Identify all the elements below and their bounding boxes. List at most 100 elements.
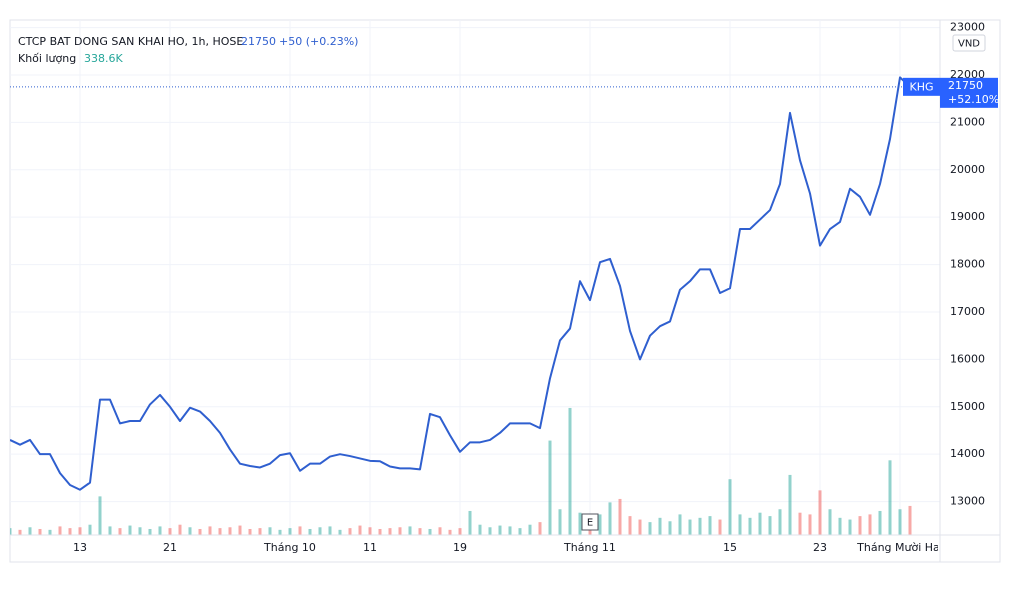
x-tick-label: 19 — [453, 541, 467, 554]
volume-bar — [338, 529, 342, 535]
price-tag: KHG 21750+52.10% — [903, 77, 999, 108]
volume-bar — [238, 525, 242, 535]
currency-box[interactable] — [952, 34, 986, 52]
volume-bar — [248, 528, 252, 535]
header-title: CTCP BAT DONG SAN KHAI HO, 1h, HOSE — [18, 35, 243, 48]
volume-bar — [188, 527, 192, 535]
price-line — [10, 76, 911, 491]
grid — [10, 20, 940, 535]
volume-bar — [378, 528, 382, 535]
volume-bar — [698, 517, 702, 535]
y-tick-label: 19000 — [950, 210, 985, 223]
time-axis: 13 21 Tháng 10 11 19 Tháng 11 15 23 Tháng Mười H… — [73, 541, 943, 554]
volume-bar — [658, 517, 662, 535]
volume-bar — [688, 519, 692, 535]
volume-bar — [908, 505, 912, 535]
volume-bar — [218, 528, 222, 535]
volume-bar — [428, 528, 432, 535]
volume-bar — [648, 522, 652, 535]
event-marker-label: E — [587, 518, 593, 529]
volume-bar — [678, 514, 682, 535]
volume-bar — [878, 510, 882, 535]
volume-value: 338.6K — [84, 52, 123, 65]
volume-bar — [468, 510, 472, 535]
volume-bar — [668, 521, 672, 535]
volume-bar — [418, 528, 422, 535]
volume-bar — [278, 529, 282, 535]
volume-bar — [258, 528, 262, 535]
volume-bar — [28, 527, 32, 535]
volume-bar — [18, 529, 22, 535]
x-tick-label: Tháng Mười Hai — [856, 541, 943, 554]
y-tick-label: 20000 — [950, 163, 985, 176]
symbol-tag-label: KHG — [909, 80, 933, 93]
volume-bar — [498, 525, 502, 535]
volume-bar — [708, 516, 712, 535]
volume-bar — [478, 524, 482, 535]
x-tick-label: 11 — [363, 541, 377, 554]
volume-bar — [888, 460, 892, 535]
volume-bar — [228, 527, 232, 535]
volume-bar — [10, 528, 12, 535]
header-price: 21750 — [241, 35, 276, 48]
x-tick-label: Tháng 11 — [563, 541, 616, 554]
volume-bar — [108, 526, 112, 535]
x-tick-label: 13 — [73, 541, 87, 554]
volume-bar — [718, 519, 722, 535]
volume-bar — [98, 496, 102, 535]
volume-bar — [528, 524, 532, 535]
volume-bar — [158, 526, 162, 535]
volume-bar — [758, 512, 762, 535]
volume-bar — [508, 526, 512, 535]
chart-frame — [9, 19, 1001, 563]
y-tick-label: 21000 — [950, 115, 985, 128]
volume-bar — [788, 474, 792, 535]
volume-bar — [598, 514, 602, 535]
symbol-tag — [903, 77, 940, 96]
volume-bar — [288, 528, 292, 535]
volume-bar — [168, 528, 172, 535]
price-tag-price: 21750 — [948, 79, 983, 92]
volume-bar — [268, 527, 272, 535]
volume-bar — [398, 527, 402, 535]
volume-bar — [138, 527, 142, 535]
volume-bar — [728, 479, 732, 535]
y-tick-label: 14000 — [950, 447, 985, 460]
y-tick-label: 23000 — [950, 21, 985, 34]
volume-bar — [388, 528, 392, 535]
volume-bar — [608, 502, 612, 535]
price-layer — [10, 76, 940, 491]
volume-bar — [448, 529, 452, 535]
volume-bar — [618, 498, 622, 535]
volume-bar — [88, 524, 92, 535]
volume-bar — [328, 526, 332, 535]
y-tick-label: 15000 — [950, 400, 985, 413]
volume-bar — [748, 517, 752, 535]
currency: VND — [958, 39, 980, 50]
volume-bar — [808, 514, 812, 535]
volume-bar — [318, 527, 322, 535]
volume-bar — [768, 516, 772, 535]
volume-bar — [198, 528, 202, 535]
price-tag-change: +52.10% — [948, 93, 999, 106]
volume-bar — [898, 509, 902, 535]
volume-bar — [128, 525, 132, 535]
volume-bar — [208, 526, 212, 535]
price-axis: 13000 14000 15000 16000 17000 18000 19000 20000… — [950, 21, 985, 508]
y-tick-label: 18000 — [950, 258, 985, 271]
volume-bar — [58, 526, 62, 535]
volume-bar — [838, 517, 842, 535]
volume-bar — [458, 528, 462, 535]
volume-bar — [578, 512, 582, 535]
volume-bar — [738, 514, 742, 535]
volume-bar — [358, 525, 362, 535]
volume-bar — [548, 440, 552, 535]
volume-bar — [368, 527, 372, 535]
header-change: +50 (+0.23%) — [279, 35, 358, 48]
volume-layer — [10, 407, 912, 535]
volume-bar — [488, 527, 492, 535]
event-marker[interactable] — [581, 513, 599, 531]
volume-bar — [148, 528, 152, 535]
x-tick-label: 23 — [813, 541, 827, 554]
y-tick-label: 17000 — [950, 305, 985, 318]
